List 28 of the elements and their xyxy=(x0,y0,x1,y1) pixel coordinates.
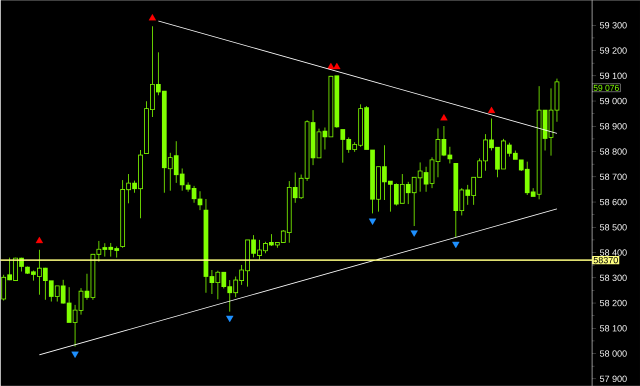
y-tick-label: 59 000 xyxy=(600,98,627,104)
point xyxy=(452,242,460,248)
y-tick-label: 58 400 xyxy=(600,249,627,256)
point xyxy=(148,14,156,20)
y-tick-label: 58 500 xyxy=(600,224,627,230)
y-tick-label: 58 300 xyxy=(600,274,627,281)
y-tick-label: 59 100 xyxy=(600,72,627,79)
point xyxy=(327,62,335,70)
y-tick-label: 57 900 xyxy=(600,376,627,382)
point xyxy=(71,352,79,358)
point xyxy=(488,106,496,114)
ref-line-label: 58370 xyxy=(594,256,618,264)
y-tick-label: 58 700 xyxy=(600,174,627,180)
y-tick-label: 58 100 xyxy=(600,325,627,332)
y-tick-label: 58 600 xyxy=(600,198,627,206)
y-tick-label: 59 200 xyxy=(600,47,627,54)
point xyxy=(410,230,418,237)
y-tick-label: 58 900 xyxy=(600,123,627,130)
point xyxy=(368,218,376,225)
point xyxy=(226,316,234,322)
y-tick-label: 58 200 xyxy=(600,300,627,306)
y-tick-label: 58 800 xyxy=(600,148,627,155)
text: 59 076 xyxy=(594,84,619,91)
y-tick-label: 58 000 xyxy=(600,350,627,357)
y-tick-label: 59 300 xyxy=(600,22,627,28)
point xyxy=(440,114,448,120)
point xyxy=(333,62,340,70)
point xyxy=(36,236,44,244)
